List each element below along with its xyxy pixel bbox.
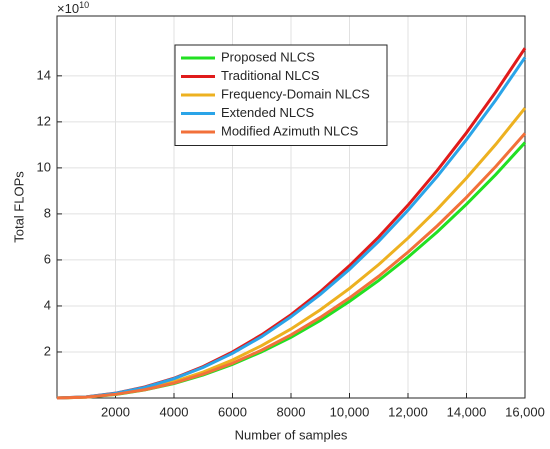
x-tick-label: 10,000 — [330, 404, 370, 419]
line-series — [56, 56, 527, 400]
legend-label: Extended NLCS — [221, 105, 315, 120]
y-tick-label: 2 — [44, 343, 51, 358]
y-tick-label: 12 — [37, 113, 51, 128]
y-tick-label: 6 — [44, 251, 51, 266]
y-tick-label: 10 — [37, 159, 51, 174]
x-tick-label: 12,000 — [388, 404, 428, 419]
legend: Proposed NLCS Traditional NLCS Frequency-D… — [174, 44, 388, 146]
line-series — [56, 132, 527, 400]
legend-label: Traditional NLCS — [221, 68, 320, 83]
legend-label: Proposed NLCS — [221, 49, 315, 64]
x-tick-label: 14,000 — [447, 404, 487, 419]
y-multiplier: ×1010 — [57, 0, 89, 16]
y-tick-label: 8 — [44, 205, 51, 220]
legend-label: Frequency-Domain NLCS — [221, 86, 370, 101]
x-tick-label: 2000 — [101, 404, 130, 419]
x-tick-label: 16,000 — [505, 404, 545, 419]
y-tick-label: 14 — [37, 67, 51, 82]
y-axis-label: Total FLOPs — [11, 171, 26, 243]
x-tick-label: 4000 — [160, 404, 189, 419]
x-tick-label: 8000 — [277, 404, 306, 419]
x-tick-label: 6000 — [218, 404, 247, 419]
x-axis-label: Number of samples — [235, 427, 348, 442]
plot-frame — [56, 15, 526, 399]
legend-label: Modified Azimuth NLCS — [221, 123, 359, 138]
y-tick-label: 4 — [44, 297, 51, 312]
